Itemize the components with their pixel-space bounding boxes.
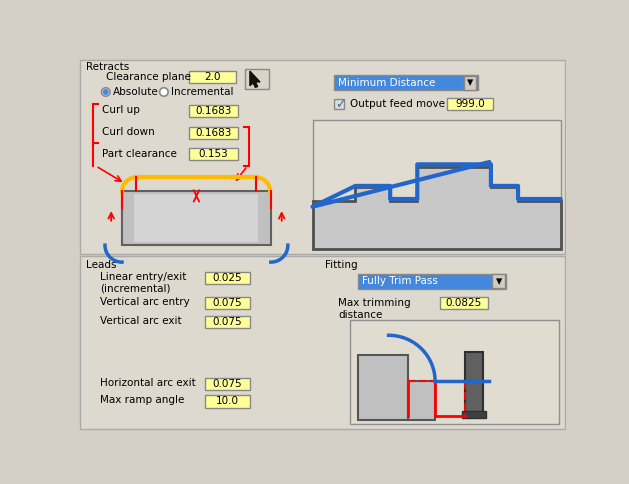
Bar [462,411,486,419]
Text: Absolute: Absolute [113,87,159,97]
Text: Incremental: Incremental [171,87,233,97]
Bar [205,378,250,390]
Bar [358,354,408,420]
Bar [335,75,478,91]
Text: Horizontal arc exit: Horizontal arc exit [100,378,196,388]
Bar [189,105,238,117]
Text: 0.153: 0.153 [199,150,228,159]
Bar [205,297,250,309]
Bar [189,148,238,161]
Text: Curl down: Curl down [102,127,155,137]
Text: 0.1683: 0.1683 [195,128,231,138]
Bar [493,274,505,288]
Text: Part clearance: Part clearance [102,149,177,159]
Text: Leads: Leads [86,260,117,270]
Text: Minimum Distance: Minimum Distance [338,78,436,88]
Text: Max trimming
distance: Max trimming distance [338,298,411,320]
Bar [205,316,250,328]
Text: Output feed move: Output feed move [350,99,445,109]
Text: 10.0: 10.0 [216,396,239,407]
Text: Clearance plane: Clearance plane [106,72,191,82]
Bar [189,127,238,139]
Polygon shape [313,167,560,249]
Bar [122,191,271,245]
Text: 999.0: 999.0 [455,99,485,109]
Bar [440,297,488,309]
Text: 0.075: 0.075 [213,298,242,308]
Bar [358,273,506,289]
Polygon shape [250,71,260,87]
Text: 0.1683: 0.1683 [195,106,231,116]
Bar [465,352,483,414]
Text: Vertical arc exit: Vertical arc exit [100,316,182,326]
Bar [205,272,250,285]
Bar [447,98,493,110]
Text: ✓: ✓ [335,98,346,111]
Bar [313,120,560,249]
Text: Linear entry/exit
(incremental): Linear entry/exit (incremental) [100,272,187,294]
Text: Fully Trim Pass: Fully Trim Pass [362,276,437,287]
Bar [135,195,259,242]
Text: Fitting: Fitting [325,260,358,270]
Text: Curl up: Curl up [102,106,140,116]
Text: Vertical arc entry: Vertical arc entry [100,297,190,307]
Text: 0.075: 0.075 [213,379,242,389]
Circle shape [160,88,168,96]
Text: Max ramp angle: Max ramp angle [100,395,185,405]
Bar [245,69,269,89]
Bar [335,99,345,109]
Text: ▾: ▾ [496,275,502,288]
Circle shape [101,88,110,96]
Text: 0.025: 0.025 [213,273,242,283]
Bar [350,320,559,424]
Bar [205,395,250,408]
Text: 0.075: 0.075 [213,317,242,327]
Text: ▾: ▾ [467,76,473,89]
Bar [80,60,565,255]
Bar [408,381,435,420]
Text: 2.0: 2.0 [204,72,221,82]
Text: 0.0825: 0.0825 [446,298,482,308]
Bar [189,71,236,83]
Bar [464,76,476,90]
Text: Retracts: Retracts [86,62,130,72]
Circle shape [103,90,108,94]
Bar [80,256,565,429]
